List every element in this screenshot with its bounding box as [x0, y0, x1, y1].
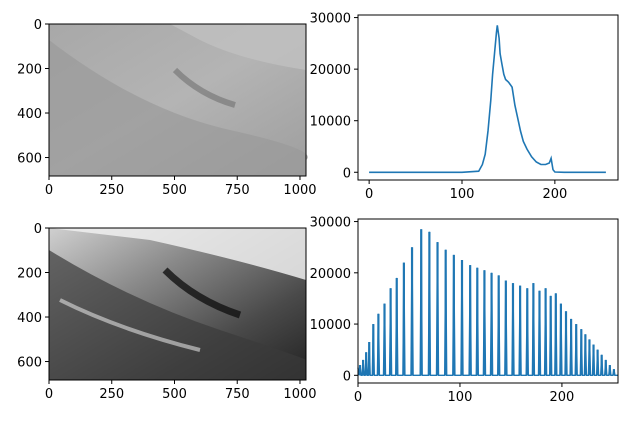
panel-equalized-histogram: 0 100 200 0 10000 20000 30000 [310, 216, 619, 405]
equalized-image-xtick-label: 500 [162, 387, 187, 402]
hist-equalized-ytick-label: 20000 [310, 267, 351, 282]
panel-equalized-image: 0 250 500 750 1000 0 200 400 600 [17, 222, 316, 402]
original-image-xtick-label: 1000 [283, 183, 316, 198]
hist-original-xtick-label: 100 [450, 187, 475, 202]
panel-original-histogram: 0 100 200 0 10000 20000 30000 [310, 12, 619, 202]
equalized-image-xtick-label: 750 [225, 387, 250, 402]
hist-equalized-ytick-label: 30000 [310, 216, 351, 231]
equalized-image-xtick-label: 250 [99, 387, 124, 402]
hist-original-series-line [369, 25, 606, 174]
original-hill-shade [49, 40, 308, 176]
original-sky-field [170, 24, 306, 70]
hist-equalized-xtick-label: 200 [550, 390, 575, 405]
equalized-image-ytick-label: 0 [34, 222, 42, 237]
hist-original-ytick-label: 10000 [310, 115, 351, 130]
hist-equalized-ytick-label: 10000 [310, 318, 351, 333]
equalized-image-frame [48, 227, 307, 381]
hist-original-ytick-label: 30000 [310, 12, 351, 27]
equalized-image-ytick-label: 400 [17, 311, 42, 326]
hist-original-frame [357, 14, 619, 181]
original-image-ytick-label: 600 [17, 152, 42, 167]
original-image-frame [48, 23, 307, 177]
original-image-ytick-label: 0 [34, 18, 42, 33]
original-image-ytick-label: 400 [17, 107, 42, 122]
hist-equalized-frame [357, 218, 619, 384]
original-image-xtick-label: 750 [225, 183, 250, 198]
hist-original-ytick-label: 0 [343, 166, 351, 181]
equalized-image-ytick-label: 200 [17, 267, 42, 282]
panel-original-image: 0 250 500 750 1000 0 200 400 600 [17, 18, 316, 198]
original-image-xtick-label: 0 [45, 183, 53, 198]
hist-equalized-ytick-label: 0 [343, 369, 351, 384]
hist-original-xtick-label: 200 [542, 187, 567, 202]
hist-equalized-xtick-label: 0 [354, 390, 362, 405]
original-tree-line [172, 67, 236, 108]
original-image-xtick-label: 500 [162, 183, 187, 198]
equalized-image-xtick-label: 0 [45, 387, 53, 402]
hist-original-ytick-label: 20000 [310, 63, 351, 78]
original-image-xtick-label: 250 [99, 183, 124, 198]
equalized-highlight [59, 298, 201, 352]
hist-original-xtick-label: 0 [365, 187, 373, 202]
equalized-dark-slope [49, 250, 307, 380]
equalized-tree-line [162, 267, 242, 319]
equalized-image-ytick-label: 600 [17, 356, 42, 371]
hist-equalized-xtick-label: 100 [448, 390, 473, 405]
original-image-ytick-label: 200 [17, 63, 42, 78]
equalized-bright-field [49, 228, 306, 280]
equalized-image-xtick-label: 1000 [283, 387, 316, 402]
